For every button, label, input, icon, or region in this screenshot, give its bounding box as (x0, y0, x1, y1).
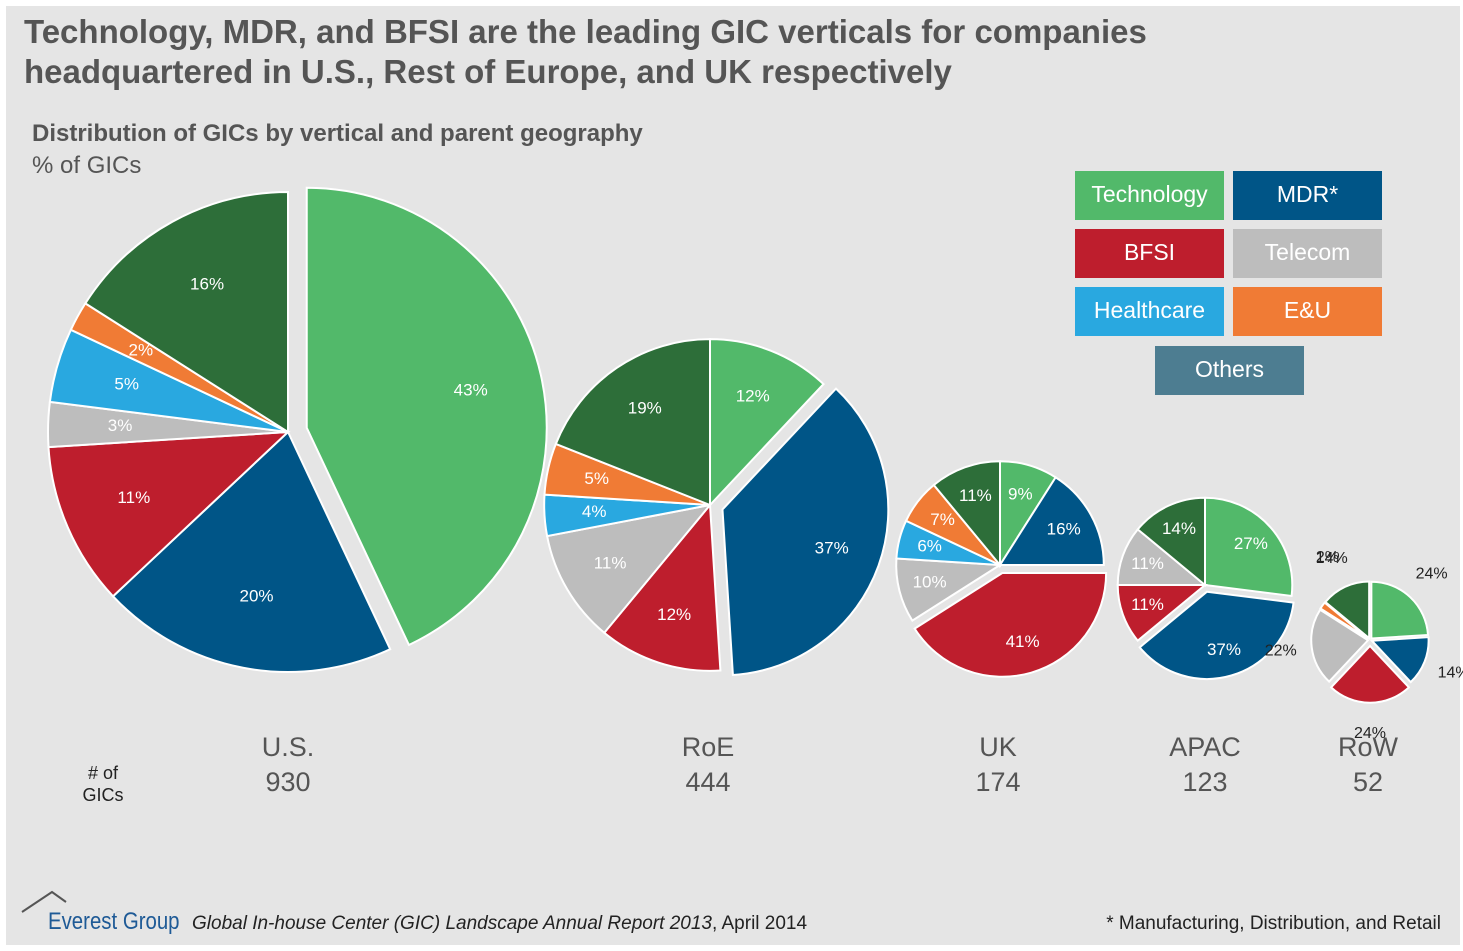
pie-slice (554, 338, 711, 507)
value-label: 16% (190, 274, 224, 293)
value-label: 14% (1162, 519, 1196, 538)
value-label: 5% (114, 375, 139, 394)
value-label: 16% (1047, 519, 1081, 538)
pie-slice (1324, 580, 1371, 641)
legend-swatch (1233, 171, 1382, 220)
value-label: 6% (917, 536, 942, 555)
pie-slice (1138, 590, 1295, 680)
value-label: 4% (582, 502, 607, 521)
count-label: # of GICs (82, 763, 124, 805)
pie-slice (1370, 580, 1430, 640)
subtitle: Distribution of GICs by vertical and par… (32, 120, 643, 147)
pie-slice (932, 460, 1001, 568)
pie-slice (709, 338, 825, 508)
legend-swatch (1075, 229, 1224, 278)
value-label: 2% (1316, 549, 1339, 566)
legend-label: MDR* (1277, 181, 1338, 207)
value-label: 2% (128, 341, 153, 360)
value-label: 11% (959, 486, 992, 505)
value-label: 10% (913, 573, 947, 592)
pie-name: RoE (682, 732, 735, 762)
value-label: 41% (1006, 632, 1040, 651)
pie-slice (545, 503, 713, 635)
legend-swatch (1075, 287, 1224, 336)
pie-name: APAC (1169, 732, 1241, 762)
legend-label: Healthcare (1094, 297, 1205, 323)
value-label: 11% (117, 488, 150, 507)
value-label: 5% (584, 469, 609, 488)
source-title: Global In-house Center (GIC) Landscape A… (192, 913, 712, 934)
legend-swatch (1233, 229, 1382, 278)
legend-label: Technology (1091, 181, 1208, 207)
pie-slice (1310, 608, 1370, 684)
pie-count: 123 (1182, 767, 1227, 797)
value-label: 20% (240, 587, 274, 606)
legend-label: Telecom (1265, 239, 1351, 265)
pie-slice (1136, 496, 1206, 588)
value-label: 24% (1354, 725, 1386, 742)
value-label: 9% (1008, 485, 1033, 504)
pie-slice (1329, 644, 1411, 704)
value-label: 14% (1316, 550, 1348, 567)
value-label: 12% (657, 605, 691, 624)
value-label: 24% (1416, 566, 1448, 583)
pie-count: 174 (975, 767, 1020, 797)
value-label: 37% (1207, 640, 1241, 659)
pie-count: 930 (265, 767, 310, 797)
value-label: 14% (1438, 664, 1463, 681)
value-label: 37% (815, 538, 849, 557)
value-label: 43% (454, 381, 488, 400)
source: Global In-house Center (GIC) Landscape A… (192, 913, 807, 935)
pie-slice (111, 430, 392, 673)
pie-slice (998, 475, 1105, 566)
pie-slice (913, 571, 1108, 678)
legend-swatch (1155, 346, 1304, 395)
value-label: 12% (736, 387, 770, 406)
legend-swatch (1233, 287, 1382, 336)
value-label: 22% (1265, 642, 1297, 659)
pie-slice (602, 502, 722, 672)
pie-count: 52 (1353, 767, 1383, 797)
value-label: 11% (1131, 595, 1164, 614)
logo (21, 890, 67, 913)
legend-label: Others (1195, 356, 1264, 382)
pie-name: RoW (1338, 732, 1399, 762)
pie-count: 444 (685, 767, 730, 797)
pie-slice (305, 186, 548, 647)
footnote: * Manufacturing, Distribution, and Retai… (1106, 913, 1441, 934)
value-label: 27% (1234, 534, 1268, 553)
pie-slice (1369, 636, 1430, 684)
legend-label: BFSI (1124, 239, 1175, 265)
pie-slice (721, 387, 890, 677)
units: % of GICs (32, 152, 142, 179)
pie-slice (47, 430, 291, 598)
value-label: 11% (1131, 554, 1164, 573)
value-label: 3% (108, 416, 133, 435)
legend-label: E&U (1284, 297, 1331, 323)
value-label: 19% (628, 398, 662, 417)
pie-slice (1204, 496, 1294, 598)
brand: Everest Group (48, 908, 180, 935)
pie-slice (83, 190, 289, 434)
legend-swatch (1075, 171, 1224, 220)
value-label: 11% (594, 554, 627, 573)
pie-name: UK (979, 732, 1017, 762)
title: Technology, MDR, and BFSI are the leadin… (24, 13, 1147, 90)
source-date: , April 2014 (712, 913, 808, 934)
pie-name: U.S. (262, 732, 315, 762)
value-label: 7% (930, 510, 955, 529)
